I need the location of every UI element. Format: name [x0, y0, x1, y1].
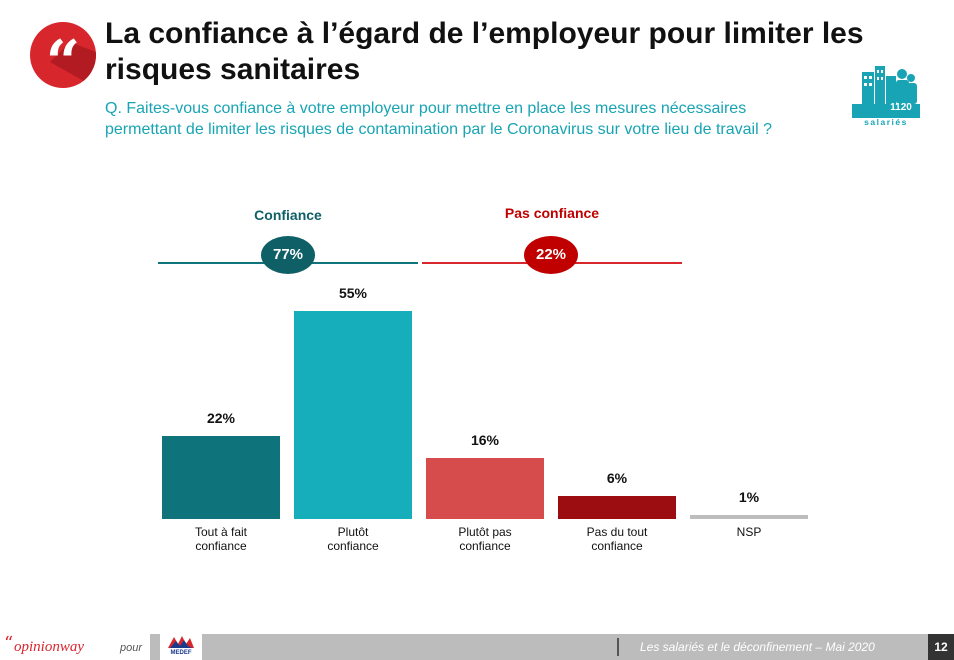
- footer-caption: Les salariés et le déconfinement – Mai 2…: [640, 640, 875, 654]
- medef-logo: MEDEF: [160, 634, 202, 660]
- bar-value-label: 22%: [206, 409, 236, 426]
- bar-value-label: 1%: [738, 489, 760, 506]
- category-label: Pas du tout confiance: [586, 525, 648, 553]
- footer-pour: pour: [120, 642, 143, 654]
- survey-question: Q. Faites-vous confiance à votre employe…: [105, 100, 772, 138]
- medef-emblem-icon: [168, 636, 194, 648]
- footer: “ opinionway pour MEDEF Les salariés et …: [0, 633, 954, 660]
- bar: [690, 515, 808, 519]
- group-total-pas-confiance: 22%: [524, 236, 578, 274]
- bar-value-label: 55%: [338, 285, 368, 301]
- page-number: 12: [928, 634, 954, 660]
- bar: [558, 496, 676, 519]
- category-label: Plutôt pas confiance: [458, 525, 512, 553]
- page-title: La confiance à l’égard de l’employeur po…: [105, 17, 864, 86]
- building-people-icon: [852, 66, 920, 118]
- category-label: Tout à fait confiance: [194, 525, 248, 553]
- footer-separator: [617, 638, 619, 656]
- medef-name: MEDEF: [170, 650, 192, 656]
- bar: [294, 311, 412, 519]
- bar: [426, 458, 544, 519]
- quote-icon: “: [30, 22, 96, 88]
- bar-value-label: 16%: [470, 432, 500, 449]
- category-label: NSP: [736, 525, 762, 539]
- opinionway-brand: opinionway: [14, 639, 84, 655]
- quote-icon-shadow: [50, 42, 96, 88]
- opinionway-logo: “ opinionway pour: [0, 633, 150, 660]
- sample-label: salariés: [864, 117, 908, 127]
- group-label-confiance: Confiance: [254, 207, 322, 223]
- sample-size: 1120: [890, 102, 912, 113]
- quote-icon-glyph: “: [45, 28, 81, 88]
- group-label-pas-confiance: Pas confiance: [504, 205, 600, 221]
- category-label: Plutôt confiance: [327, 525, 379, 553]
- opinionway-quote-mark: “: [4, 633, 14, 654]
- group-total-confiance: 77%: [261, 236, 315, 274]
- bar: [162, 435, 280, 519]
- bar-value-label: 6%: [606, 470, 628, 487]
